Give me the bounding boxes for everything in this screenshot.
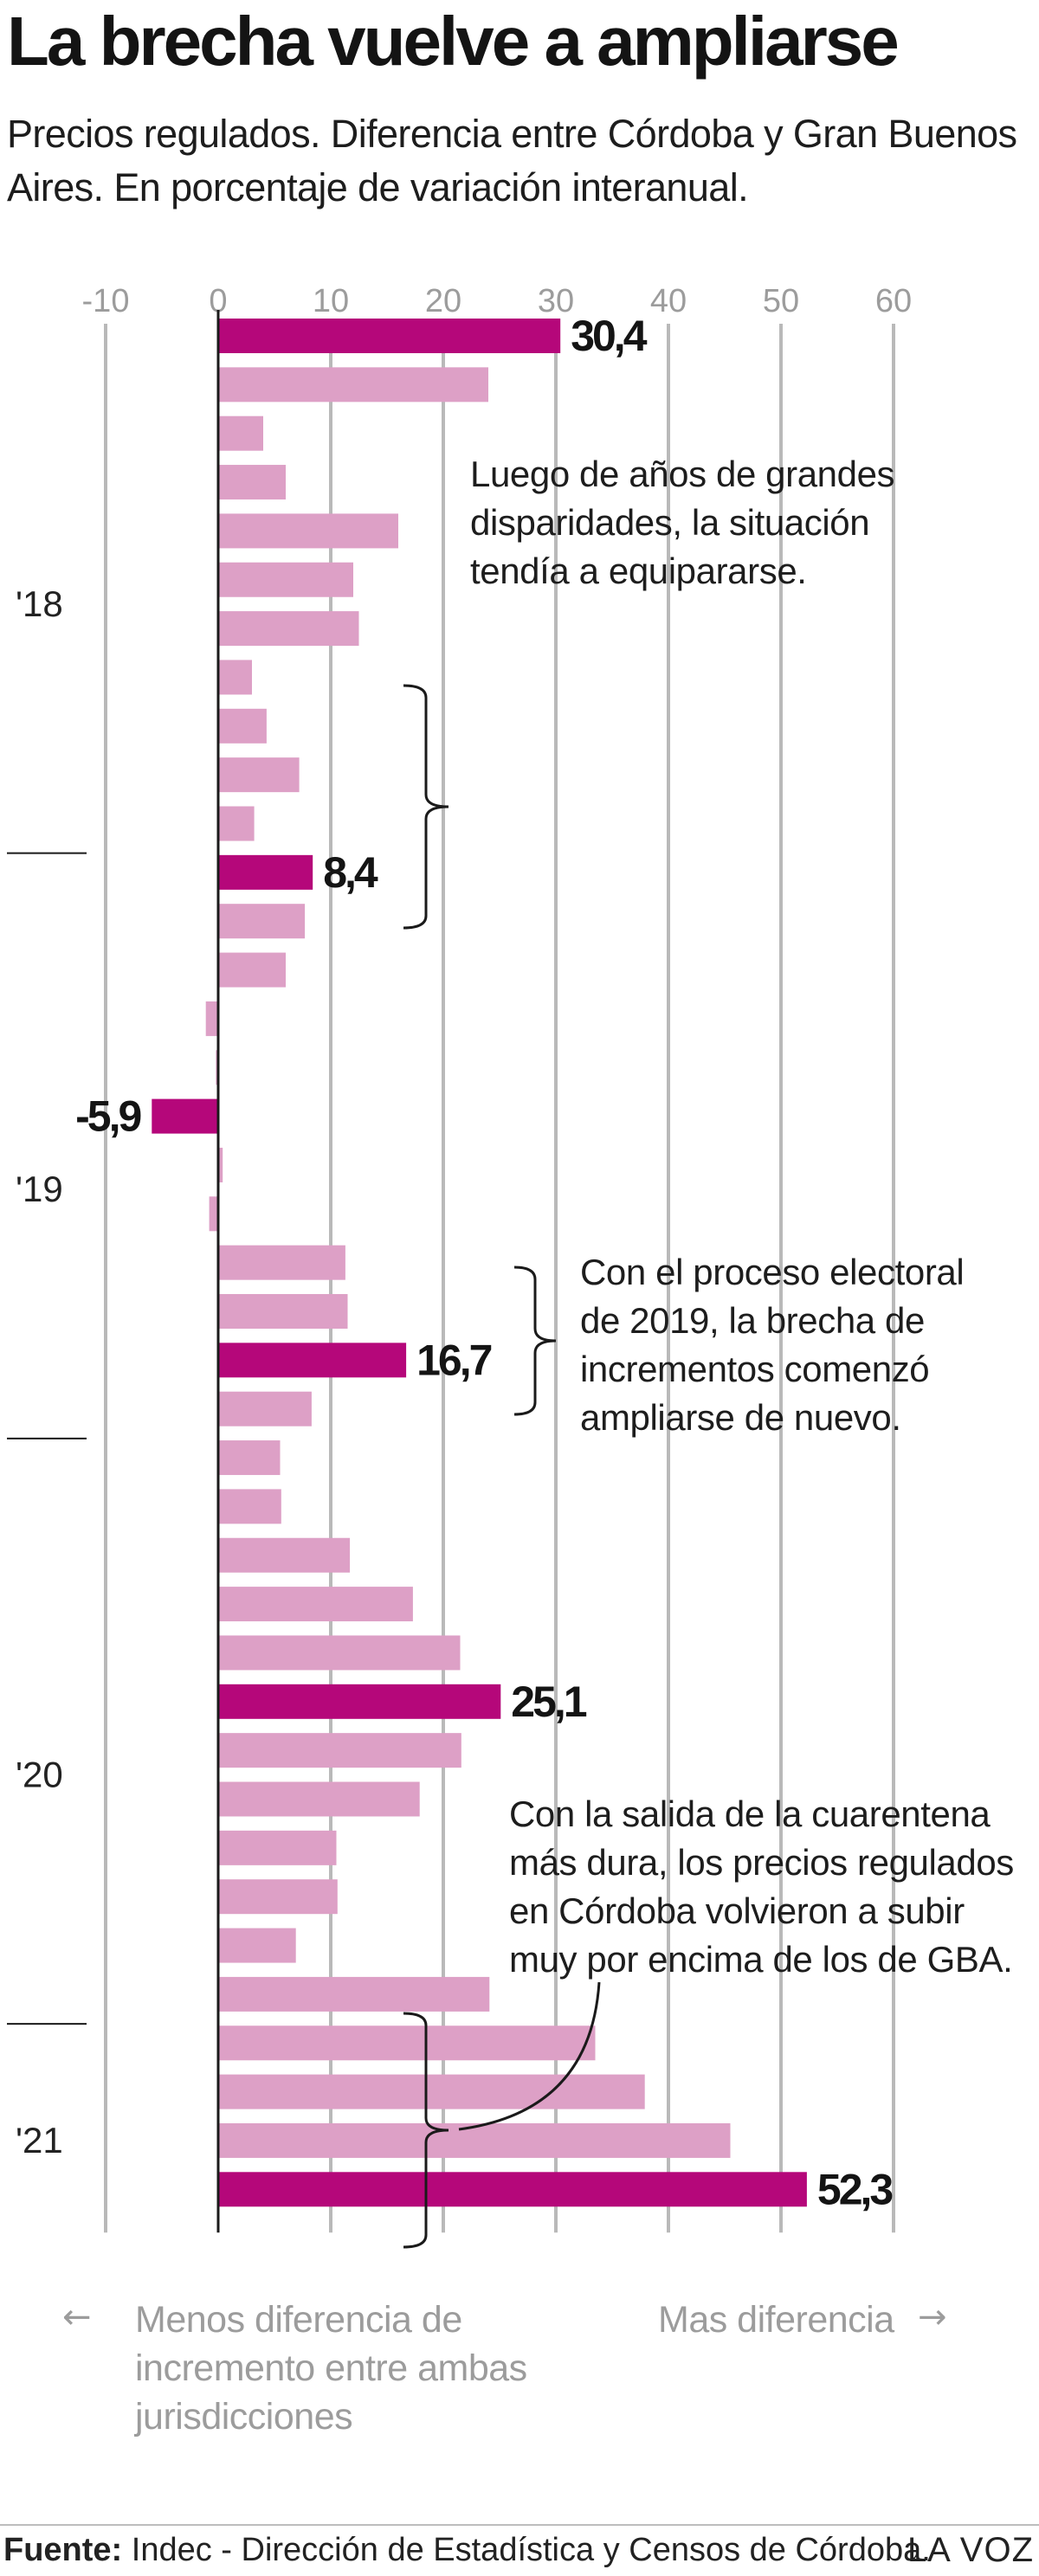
source-text: Indec - Dirección de Estadística y Censo…	[131, 2532, 931, 2568]
bar	[218, 1440, 281, 1476]
year-label: '20	[16, 1754, 63, 1794]
bar	[218, 513, 398, 549]
data-label: 30,4	[571, 312, 648, 360]
bar	[218, 952, 286, 988]
bar	[218, 1245, 345, 1280]
annotation-quarantine: Con la salida de la cuarentena más dura,…	[509, 1794, 1014, 1980]
bar	[218, 1879, 338, 1915]
chart-subtitle: Precios regulados. Diferencia entre Córd…	[7, 112, 1017, 209]
x-tick-label: 30	[538, 286, 574, 319]
bar	[218, 1733, 461, 1768]
bar	[218, 1391, 312, 1426]
bar-highlight	[218, 854, 313, 890]
data-label: -5,9	[75, 1092, 140, 1141]
arrow-left-icon: ←	[62, 2297, 92, 2337]
bar	[218, 2025, 596, 2061]
arrow-right-icon: →	[918, 2297, 947, 2337]
x-tick-label: 10	[313, 286, 349, 319]
x-tick-label: 20	[425, 286, 461, 319]
bar-highlight	[218, 1684, 501, 1719]
bar	[218, 367, 488, 402]
bar	[218, 611, 359, 647]
bar	[218, 415, 263, 451]
bar-highlight	[218, 1343, 407, 1378]
bar-highlight	[218, 319, 561, 353]
bar	[218, 1587, 413, 1622]
year-label: '19	[16, 1169, 63, 1209]
bar	[218, 2074, 645, 2109]
bracket-electoral	[513, 1265, 557, 1416]
annotation-equalize: Luego de años de grandes disparidades, l…	[470, 454, 895, 591]
x-tick-label: -10	[82, 286, 130, 319]
year-label: '18	[16, 583, 63, 624]
bar-chart: -10 0 10 20 30 40 50 60 30,4 8,4 -5,9 16,7 25,1 52,3 '…	[7, 286, 912, 2249]
data-label: 8,4	[323, 848, 378, 897]
footer-less-difference: Menos diferencia de incremento entre amb…	[135, 2299, 527, 2438]
bar	[218, 757, 300, 793]
bar	[218, 1294, 348, 1329]
bar	[218, 465, 286, 500]
data-label: 52,3	[817, 2165, 893, 2213]
bar	[209, 1196, 218, 1232]
source-note: Fuente: Indec - Dirección de Estadística…	[3, 2528, 931, 2573]
x-tick-label: 0	[209, 286, 227, 319]
bar-highlight	[218, 2172, 807, 2207]
bar	[218, 708, 267, 744]
x-tick-label: 40	[650, 286, 687, 319]
bar	[218, 1147, 223, 1182]
bar	[218, 1537, 351, 1573]
bar	[218, 1976, 490, 2012]
footer-more-difference: Mas diferencia	[658, 2299, 894, 2341]
source-label: Fuente:	[3, 2532, 123, 2568]
bar	[218, 1830, 337, 1865]
source-divider	[0, 2524, 1039, 2526]
bar	[218, 1781, 420, 1817]
bracket-equalize	[403, 684, 449, 930]
bar	[218, 1635, 461, 1671]
data-label: 25,1	[511, 1678, 587, 1726]
bar-highlight	[152, 1098, 218, 1134]
x-tick-label: 60	[875, 286, 912, 319]
bar	[205, 1001, 218, 1036]
bracket-quarantine	[403, 2012, 449, 2249]
annotation-electoral: Con el proceso electoral de 2019, la bre…	[580, 1252, 965, 1438]
bar	[218, 562, 353, 597]
bar	[218, 904, 306, 939]
x-tick-label: 50	[763, 286, 799, 319]
bar	[218, 2122, 731, 2158]
bar	[218, 806, 255, 841]
chart-title: La brecha vuelve a ampliarse	[7, 3, 900, 80]
data-label: 16,7	[416, 1336, 492, 1384]
bar	[218, 1489, 281, 1524]
bar	[218, 660, 252, 695]
bar	[218, 1928, 296, 1963]
brand-logo: LA VOZ	[907, 2531, 1034, 2569]
annotation-leader	[458, 1981, 601, 2131]
year-label: '21	[16, 2120, 63, 2161]
